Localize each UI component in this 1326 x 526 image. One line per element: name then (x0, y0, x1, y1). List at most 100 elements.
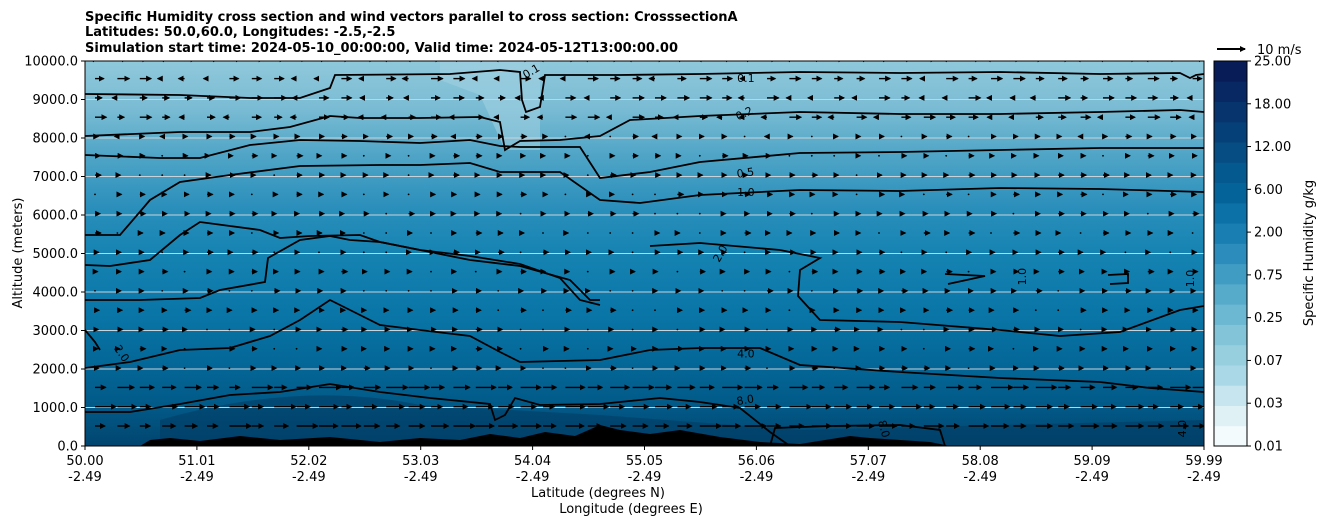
wind-vector (586, 347, 589, 350)
wind-vector (1102, 154, 1104, 157)
x-axis: 50.00-2.4951.01-2.4952.02-2.4953.03-2.49… (66, 446, 1223, 485)
wind-vector (564, 367, 567, 369)
wind-vector (407, 193, 410, 196)
colorbar-tick-label: 25.00 (1254, 55, 1291, 70)
y-axis: 0.0 1000.0 2000.0 3000.0 4000.0 5000.0 6000.0 7… (24, 55, 85, 455)
colorbar-band (1214, 202, 1247, 224)
wind-vector (990, 232, 992, 234)
contour-1-0-small (944, 273, 986, 285)
wind-vector (1169, 367, 1172, 369)
y-tick-label: 2000.0 (33, 363, 79, 378)
dry-plume (440, 61, 540, 150)
wind-vector (430, 367, 432, 369)
colorbar-band (1214, 385, 1247, 406)
contour-label: 1.0 (1184, 270, 1197, 288)
x-tick-lon-label: -2.49 (516, 470, 550, 485)
wind-vector (945, 251, 948, 254)
wind-vector (362, 232, 365, 234)
wind-vector (519, 347, 522, 350)
wind-vector (138, 174, 141, 177)
x-tick-lat-label: 50.00 (66, 454, 103, 469)
wind-vector (362, 193, 365, 196)
wind-vector (676, 328, 679, 331)
contour-label: 8.0 (736, 392, 755, 408)
wind-vector (116, 232, 119, 234)
wind-vector (631, 309, 634, 312)
wind-vector (922, 328, 925, 331)
wind-vector (94, 193, 96, 196)
wind-vector (94, 290, 96, 292)
colorbar-band (1214, 283, 1247, 305)
wind-vector (542, 232, 544, 234)
wind-vector (878, 232, 880, 234)
wind-vector (1146, 212, 1149, 215)
x-tick-lat-label: 59.99 (1185, 454, 1222, 469)
colorbar-tick-label: 18.00 (1254, 97, 1291, 112)
colorbar-band (1214, 263, 1247, 285)
wind-vector (430, 290, 432, 292)
wind-vector (967, 270, 970, 273)
colorbar-label: Specific Humidity g/kg (1302, 180, 1317, 326)
wind-vector (497, 290, 500, 292)
wind-vector (362, 154, 365, 157)
x-tick-lat-label: 58.08 (962, 454, 999, 469)
colorbar-band (1214, 121, 1247, 143)
wind-vector (519, 328, 522, 331)
wind-vector (1034, 309, 1037, 312)
wind-vector (542, 328, 544, 331)
wind-vector (631, 328, 634, 331)
wind-vector (407, 290, 410, 292)
wind-vector (542, 367, 544, 369)
contour-label: 1.0 (737, 186, 755, 199)
wind-vector (586, 270, 589, 273)
wind-vector (430, 270, 432, 273)
wind-vector (1191, 232, 1194, 234)
wind-vector (586, 232, 589, 234)
y-tick-label: 4000.0 (33, 286, 79, 301)
y-axis-label: Altitude (meters) (11, 198, 26, 309)
colorbar-tick-label: 0.07 (1254, 354, 1283, 369)
wind-vector (407, 174, 410, 177)
contour-2-0-c (649, 242, 1204, 337)
contour-label: 1.0 (1016, 268, 1029, 286)
colorbar-band (1214, 304, 1247, 325)
contour-0-5 (85, 139, 1204, 179)
wind-vector (609, 135, 612, 138)
y-tick-label: 10000.0 (24, 55, 78, 70)
wind-vector (228, 367, 231, 369)
x-tick-lat-label: 56.06 (738, 454, 775, 469)
contour-1-0-small-b (1107, 273, 1129, 285)
wind-vector (654, 309, 656, 312)
wind-vector (497, 309, 500, 312)
wind-vector (586, 154, 589, 157)
wind-vector (922, 193, 925, 196)
colorbar-band (1214, 425, 1247, 447)
colorbar-tick-label: 0.75 (1254, 268, 1283, 283)
wind-vector (855, 193, 858, 196)
wind-vector (1079, 328, 1082, 331)
wind-vector (967, 193, 970, 196)
chart-title-line-2: Latitudes: 50.0,60.0, Longitudes: -2.5,-… (85, 25, 395, 40)
wind-vector (385, 290, 388, 292)
wind-vector (810, 135, 813, 138)
wind-vector (228, 328, 231, 331)
contour-label: 4.0 (1176, 420, 1189, 438)
wind-vector (900, 135, 903, 138)
wind-vector (273, 174, 276, 177)
wind-vector (654, 193, 656, 196)
wind-vector (586, 328, 589, 331)
wind-vector (810, 290, 813, 292)
wind-vector (318, 251, 320, 254)
wind-vector (743, 290, 746, 292)
contour-0-2 (85, 109, 1204, 152)
x-tick-lon-label: -2.49 (68, 470, 102, 485)
wind-vector (183, 367, 186, 369)
wind-vector (385, 251, 388, 254)
wind-vector (206, 347, 208, 350)
x-tick-lon-label: -2.49 (963, 470, 997, 485)
wind-vector (474, 270, 477, 273)
colorbar-band (1214, 243, 1247, 265)
colorbar-band (1214, 182, 1247, 204)
wind-vector (810, 212, 813, 215)
contour-0-1 (85, 69, 1204, 114)
